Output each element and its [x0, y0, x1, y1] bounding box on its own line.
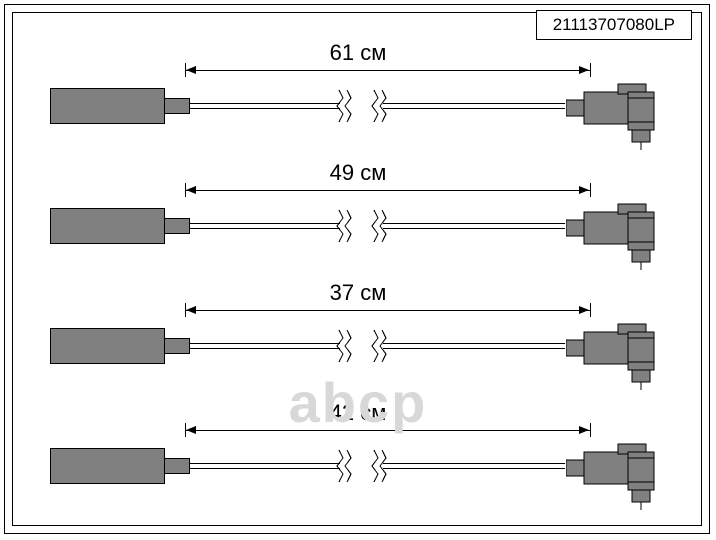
dimension-tick [590, 303, 591, 317]
dimension-label: 42 см [330, 400, 387, 426]
break-mark-icon [335, 210, 355, 242]
break-mark-icon [335, 330, 355, 362]
dimension-label: 37 см [330, 280, 387, 306]
dimension-arrow-icon [579, 186, 589, 194]
diagram-area: 61 см 49 см [30, 40, 686, 520]
dimension-arrow-icon [186, 186, 196, 194]
connector-left [50, 328, 190, 364]
wire-segment [190, 223, 340, 229]
break-mark-icon [335, 90, 355, 122]
dimension-arrow-icon [186, 426, 196, 434]
wire-segment [380, 103, 565, 109]
dimension-tick [590, 183, 591, 197]
connector-left [50, 88, 190, 124]
dimension-tick [590, 423, 591, 437]
dimension-line [185, 70, 590, 71]
wire-segment [380, 223, 565, 229]
cable-row: 61 см [30, 40, 686, 150]
connector-right [566, 78, 666, 150]
dimension-line [185, 190, 590, 191]
break-mark-icon [370, 450, 390, 482]
dimension-line [185, 430, 590, 431]
cable-row: 42 см [30, 400, 686, 510]
dimension-label: 61 см [330, 40, 387, 66]
dimension-line [185, 310, 590, 311]
break-mark-icon [370, 210, 390, 242]
break-mark-icon [335, 450, 355, 482]
part-number-text: 21113707080LP [553, 15, 675, 34]
wire-segment [190, 103, 340, 109]
cable-row: 37 см [30, 280, 686, 390]
dimension-arrow-icon [579, 426, 589, 434]
dimension-tick [590, 63, 591, 77]
connector-left [50, 448, 190, 484]
dimension-arrow-icon [579, 66, 589, 74]
dimension-arrow-icon [579, 306, 589, 314]
dimension-arrow-icon [186, 66, 196, 74]
connector-right [566, 318, 666, 390]
cable-row: 49 см [30, 160, 686, 270]
part-number-box: 21113707080LP [536, 10, 692, 40]
connector-right [566, 198, 666, 270]
wire-segment [190, 463, 340, 469]
wire-segment [380, 343, 565, 349]
connector-left [50, 208, 190, 244]
connector-right [566, 438, 666, 510]
break-mark-icon [370, 90, 390, 122]
wire-segment [190, 343, 340, 349]
break-mark-icon [370, 330, 390, 362]
dimension-arrow-icon [186, 306, 196, 314]
wire-segment [380, 463, 565, 469]
dimension-label: 49 см [330, 160, 387, 186]
